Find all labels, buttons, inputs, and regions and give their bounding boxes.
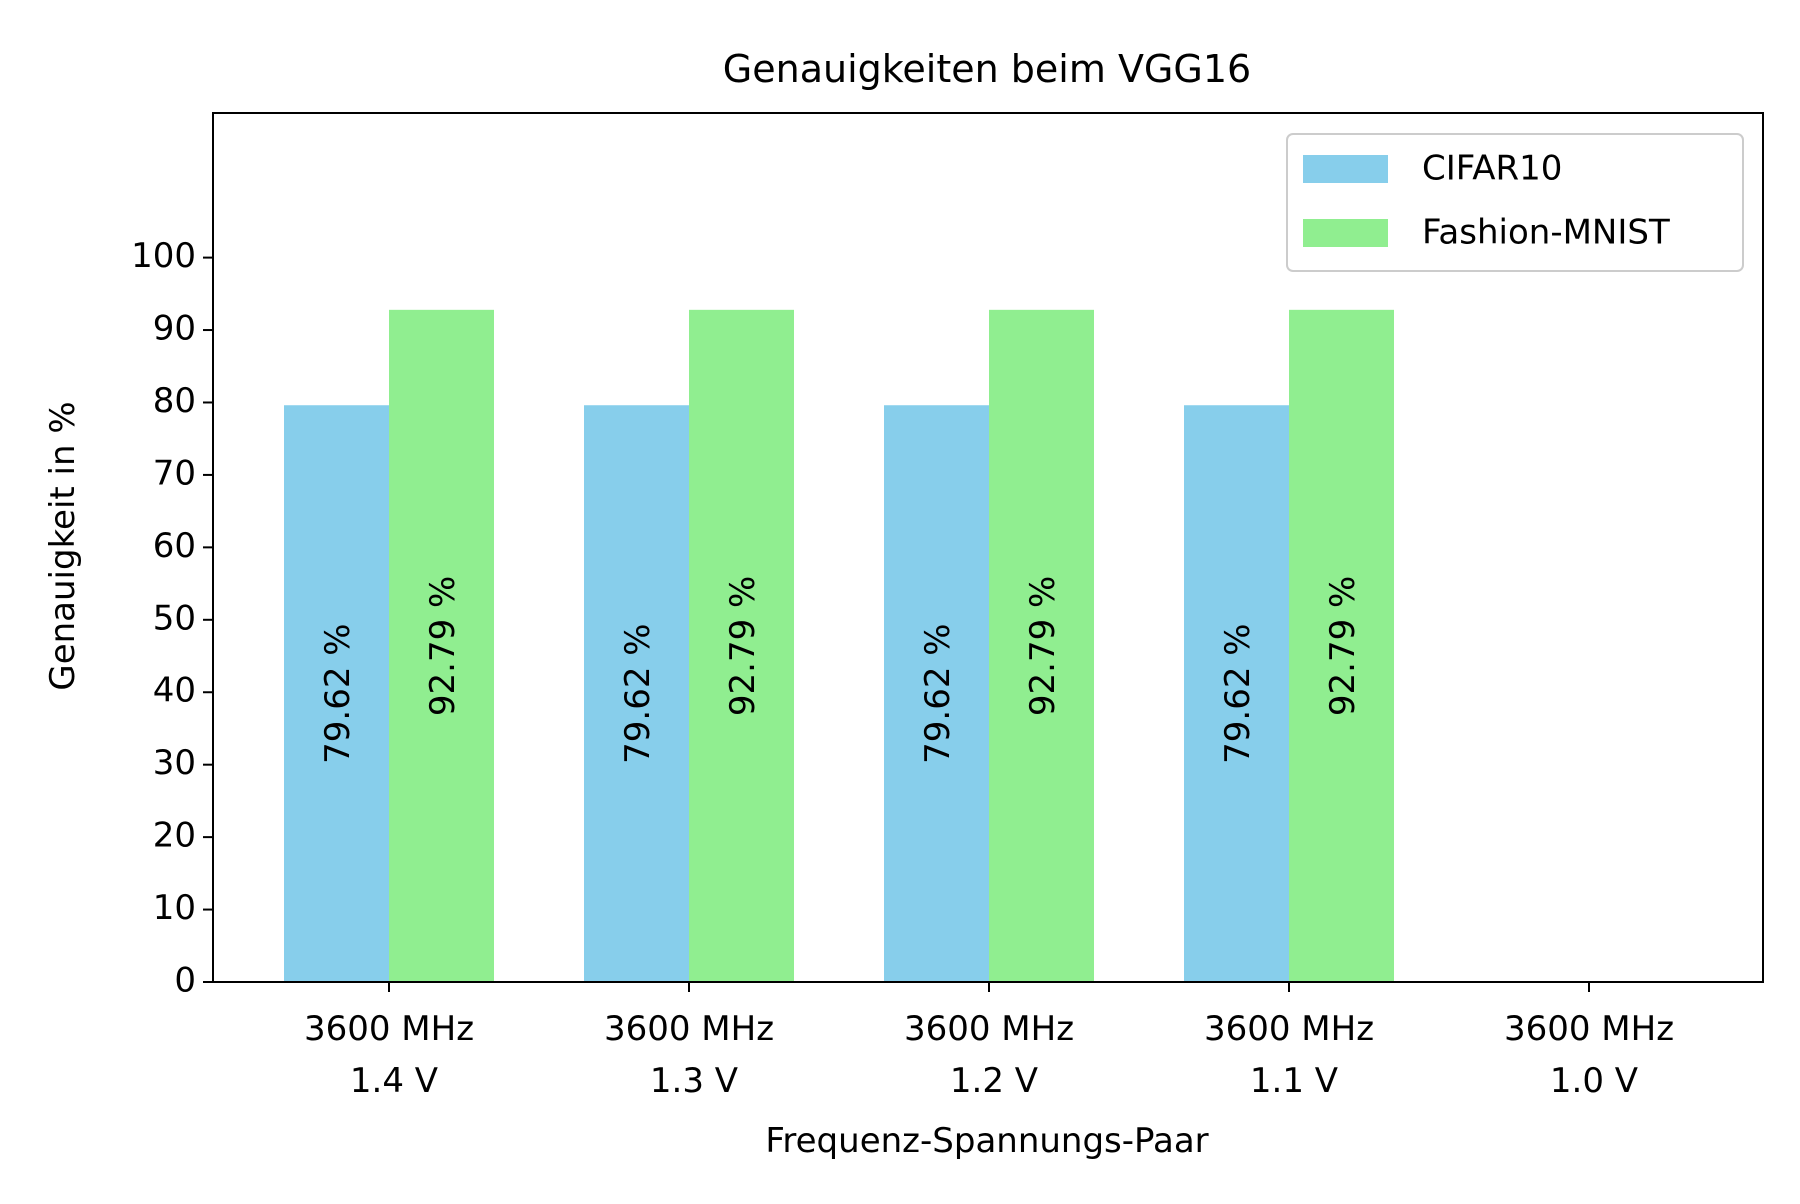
bar-cifar10-1 [584,405,689,982]
legend-box [1286,133,1744,272]
bar-cifar10-0 [284,405,389,982]
legend-label-fashion-mnist: Fashion-MNIST [1422,213,1670,253]
x-tick-label-line2: 1.4 V [350,1061,438,1101]
chart-title: Genauigkeiten beim VGG16 [723,47,1251,91]
x-tick-label-line2: 1.1 V [1250,1061,1338,1101]
data-label-cifar10-3: 79.62 % [1218,623,1258,763]
legend-swatch-cifar10 [1303,155,1388,183]
x-axis-label: Frequenz-Spannungs-Paar [765,1121,1208,1161]
data-label-cifar10-0: 79.62 % [318,623,358,763]
bar-fashion-mnist-2 [989,309,1094,983]
y-tick-label: 0 [174,961,196,1001]
data-label-fashion-mnist-2: 92.79 % [1023,576,1063,716]
y-tick-label: 10 [153,888,196,928]
y-tick-label: 100 [131,236,196,276]
plot-layer: 79.62 % 79.62 % 79.62 % 79.62 % 92.79 % 92.79… [131,112,1764,1101]
y-tick-label: 40 [153,671,196,711]
legend-swatch-fashion-mnist [1303,219,1388,247]
y-tick-label: 20 [153,816,196,856]
x-tick-label-line2: 1.3 V [650,1061,738,1101]
x-tick-label-line1: 3600 MHz [604,1009,774,1049]
data-label-cifar10-1: 79.62 % [618,623,658,763]
y-tick-label: 30 [153,743,196,783]
bar-cifar10-3 [1184,405,1289,982]
bar-fashion-mnist-0 [389,309,494,983]
data-label-fashion-mnist-1: 92.79 % [723,576,763,716]
y-tick-label: 60 [153,526,196,566]
x-tick-label-line2: 1.0 V [1550,1061,1638,1101]
legend-label-cifar10: CIFAR10 [1422,149,1562,189]
data-label-fashion-mnist-3: 92.79 % [1323,576,1363,716]
x-tick-label-line1: 3600 MHz [1204,1009,1374,1049]
y-tick-label: 50 [153,598,196,638]
bar-fashion-mnist-3 [1289,309,1394,983]
y-axis-label: Genauigkeit in % [43,401,83,690]
x-tick-label-line1: 3600 MHz [304,1009,474,1049]
x-tick-label-line1: 3600 MHz [904,1009,1074,1049]
bar-fashion-mnist-1 [689,309,794,983]
x-tick-label-line2: 1.2 V [950,1061,1038,1101]
y-tick-label: 80 [153,381,196,421]
x-tick-label-line1: 3600 MHz [1504,1009,1674,1049]
y-tick-label: 70 [153,453,196,493]
y-tick-label: 90 [153,309,196,349]
data-label-fashion-mnist-0: 92.79 % [423,576,463,716]
data-label-cifar10-2: 79.62 % [918,623,958,763]
bar-cifar10-2 [884,405,989,982]
